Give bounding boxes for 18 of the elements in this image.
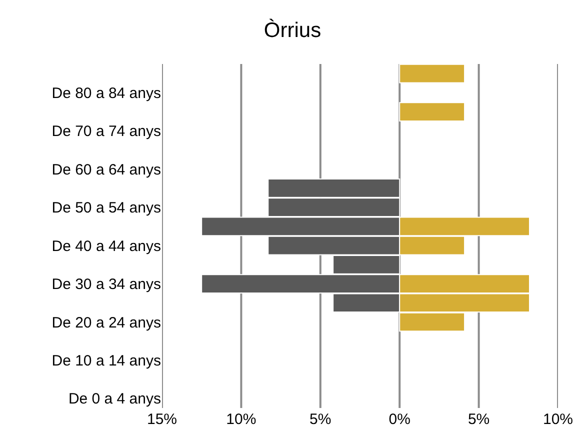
x-tick-label: 5% — [310, 411, 332, 428]
x-tick-label: 10% — [226, 411, 256, 428]
x-tick-label: 10% — [542, 411, 574, 428]
chart-title: Òrrius — [264, 18, 322, 42]
y-tick-label: De 20 a 24 anys — [52, 314, 161, 332]
y-tick-label: De 70 a 74 anys — [52, 123, 161, 140]
y-tick-label: De 80 a 84 anys — [52, 84, 161, 102]
y-tick-label: De 50 a 54 anys — [52, 200, 161, 217]
y-tick-label: De 60 a 64 anys — [52, 161, 161, 178]
y-tick-label: De 10 a 14 anys — [52, 352, 161, 370]
x-tick-label: 5% — [468, 411, 490, 428]
bar — [399, 64, 466, 84]
x-tick-label: 0% — [388, 411, 410, 428]
y-tick-label: De 30 a 34 anys — [52, 276, 161, 294]
x-tick-label: 15% — [146, 411, 178, 428]
y-tick-label: De 0 a 4 anys — [68, 390, 161, 408]
bar — [399, 102, 466, 122]
y-tick-label: De 40 a 44 anys — [52, 238, 161, 255]
